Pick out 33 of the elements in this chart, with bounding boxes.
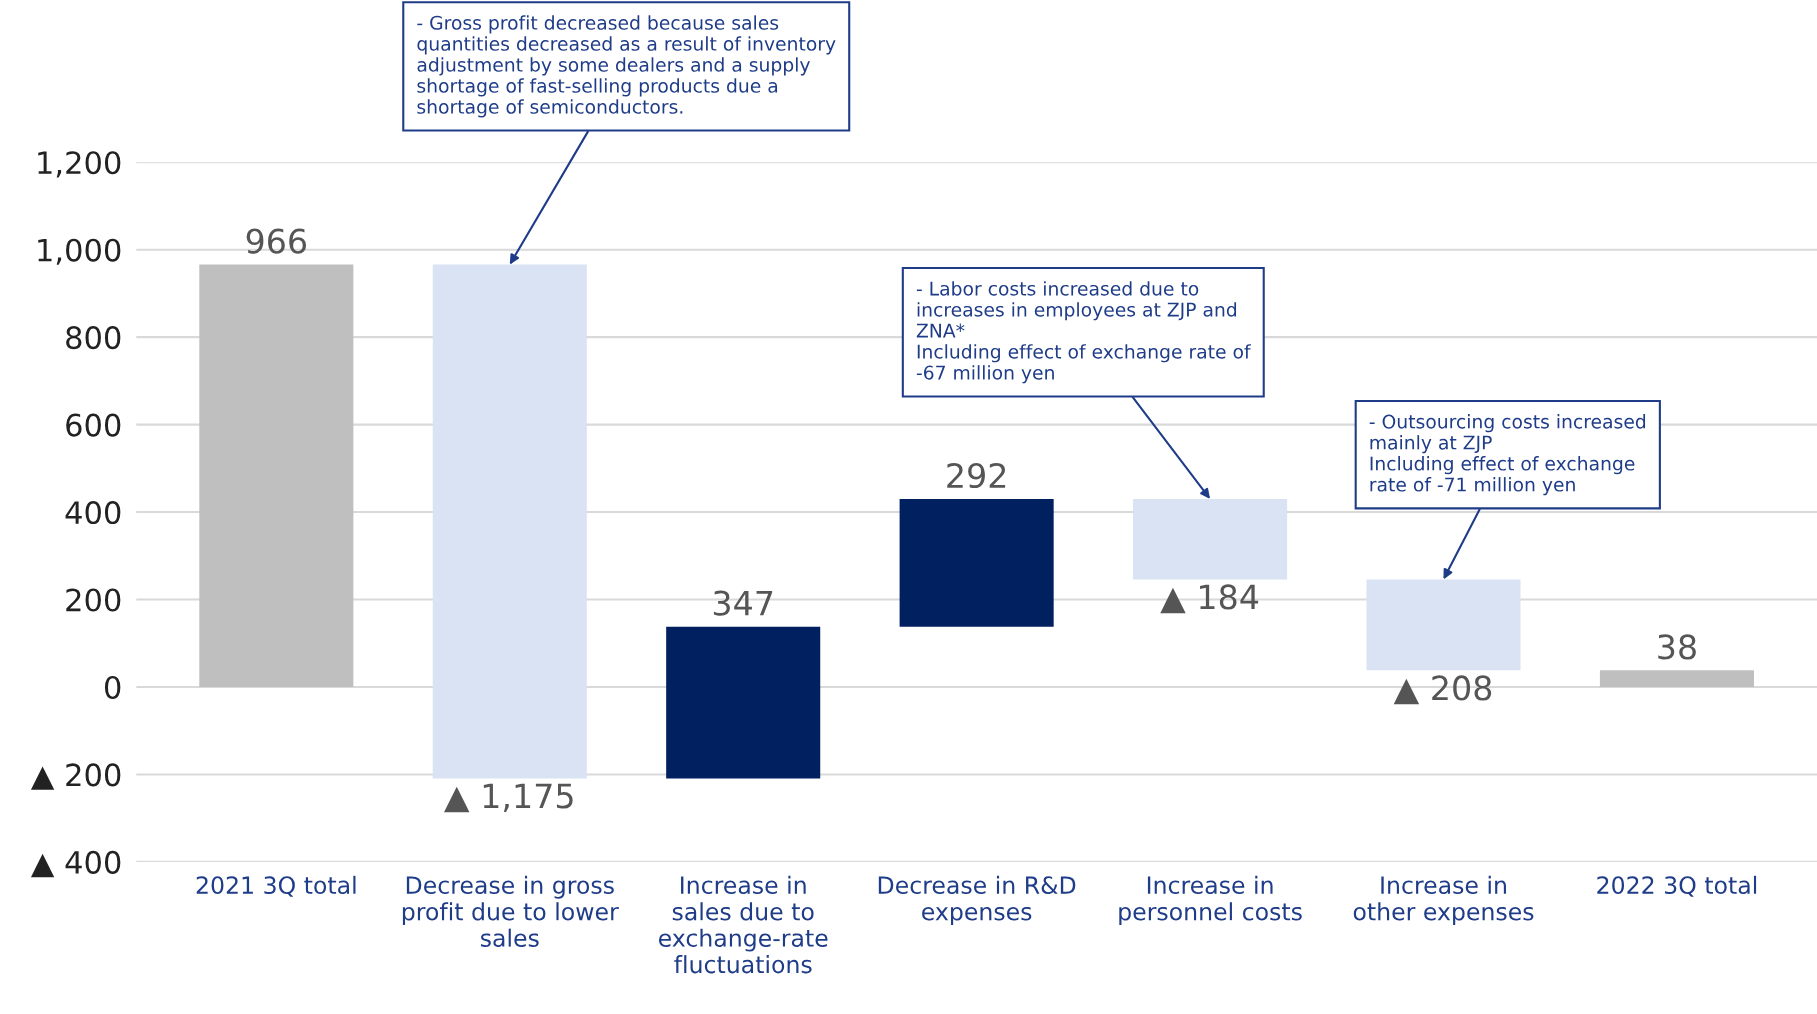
y-tick-label: ▲ 200 xyxy=(30,763,121,790)
x-tick-label: Decrease in R&D expenses xyxy=(878,875,1076,926)
x-tick-label: Increase in sales due to exchange-rate fluctuations xyxy=(658,875,828,974)
data-label: ▲ 1,175 xyxy=(444,783,573,813)
bar xyxy=(899,498,1054,627)
y-tick-label: 1,200 xyxy=(38,151,121,178)
annotation: - Outsourcing costs increased mainly at ZJP Including effect of exchange rate of -71 million yen xyxy=(1369,414,1646,496)
data-label: 966 xyxy=(246,228,307,254)
y-tick-label: ▲ 400 xyxy=(30,850,121,878)
bar xyxy=(1366,579,1521,671)
data-label: 38 xyxy=(1658,634,1696,660)
y-tick-label: 600 xyxy=(66,413,121,437)
bar xyxy=(199,264,354,687)
x-tick-label: Decrease in gross profit due to lower sales xyxy=(402,875,619,947)
x-tick-label: 2022 3Q total xyxy=(1597,875,1757,897)
data-label: 292 xyxy=(947,462,1006,489)
bar xyxy=(1599,670,1754,687)
x-tick-label: 2021 3Q total xyxy=(196,875,356,897)
y-tick-label: 400 xyxy=(65,501,121,525)
x-tick-label: Increase in other expenses xyxy=(1353,875,1534,926)
x-tick-label: Increase in personnel costs xyxy=(1119,875,1302,926)
y-tick-label: 200 xyxy=(66,588,121,612)
y-tick-label: 1,000 xyxy=(38,238,121,265)
bar xyxy=(432,264,587,779)
y-tick-label: 800 xyxy=(66,326,121,350)
annotation: - Labor costs increased due to increases in employees at ZJP and ZNA* Including effect of exchange rate of -67 million yen xyxy=(916,281,1251,384)
data-label: ▲ 208 xyxy=(1393,675,1492,705)
annotation: - Gross profit decreased because sales quantities decreased as a result of inventory adjustment by some dealers and a supply shortage of fast-selling products due a shortage of semiconductors. xyxy=(417,15,836,118)
data-label: ▲ 184 xyxy=(1160,584,1259,614)
y-tick-label: 0 xyxy=(104,675,121,700)
data-label: 347 xyxy=(713,590,773,616)
bar xyxy=(1133,498,1288,580)
bar xyxy=(666,626,821,779)
